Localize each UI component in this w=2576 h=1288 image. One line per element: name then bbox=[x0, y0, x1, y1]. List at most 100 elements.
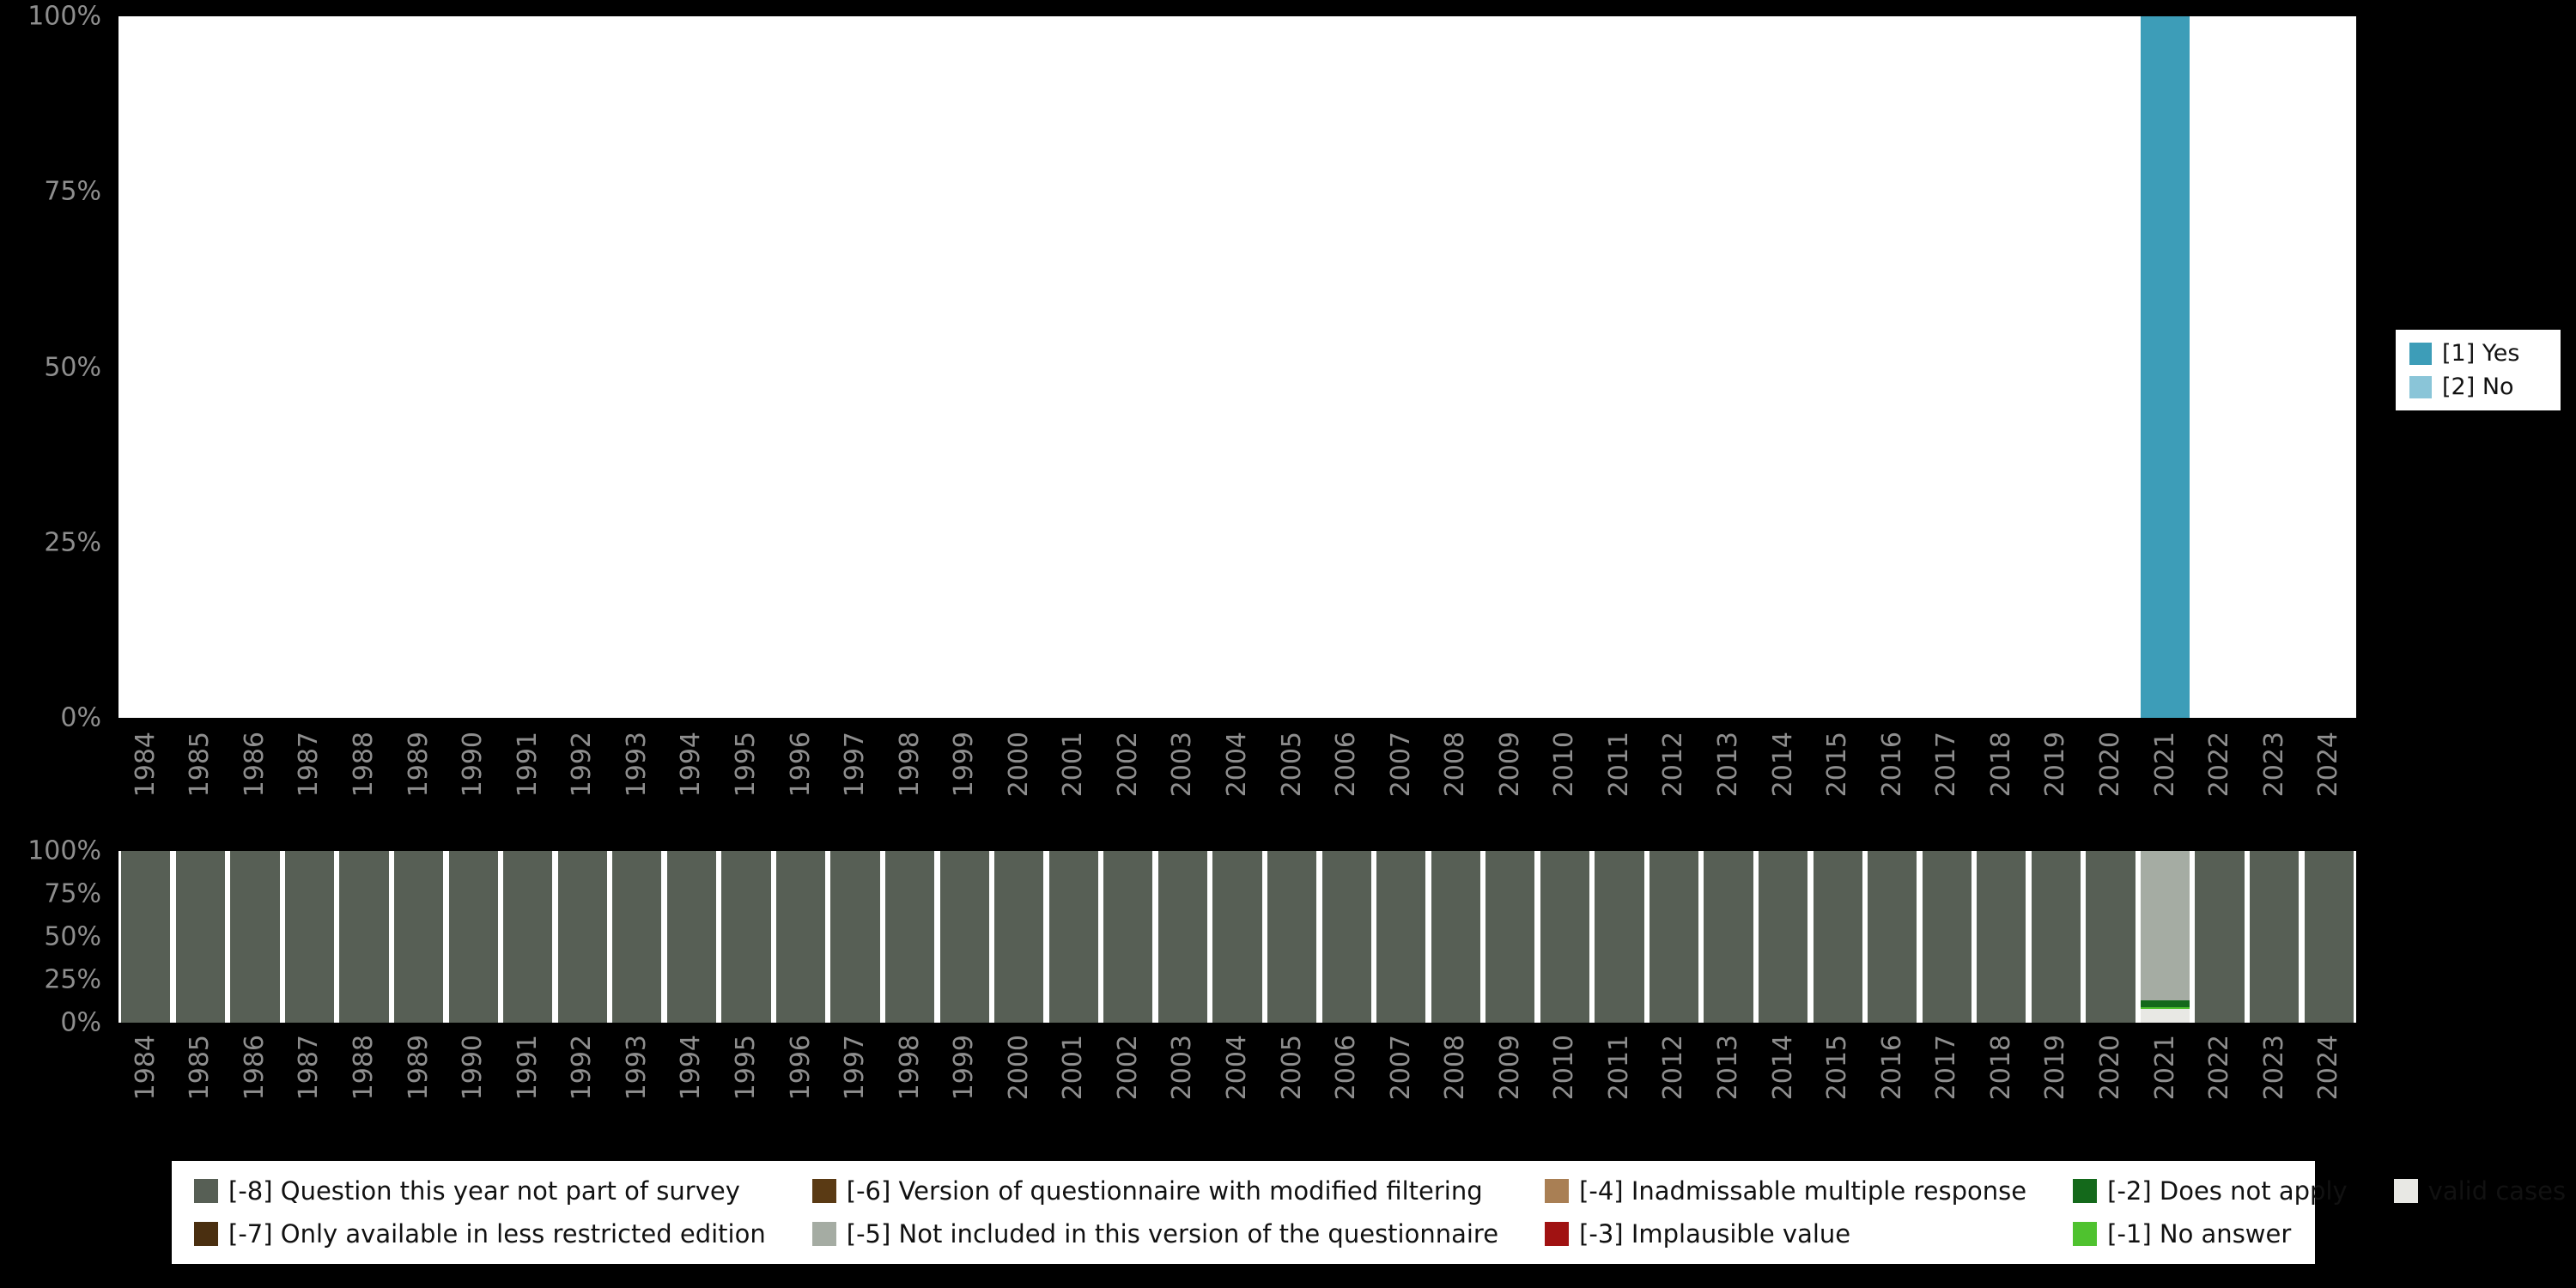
x-tick-label: 1984 bbox=[133, 1035, 159, 1100]
responses-plot-area bbox=[118, 16, 2356, 718]
y-tick-label: 0% bbox=[60, 1008, 101, 1038]
bar-segment-2005[interactable] bbox=[1267, 851, 1316, 1023]
legend-item: [-4] Inadmissable multiple response bbox=[1545, 1176, 2026, 1206]
bar-segment-1994[interactable] bbox=[667, 851, 716, 1023]
bar-segment-2004[interactable] bbox=[1212, 851, 1261, 1023]
bar-segment-2015[interactable] bbox=[1814, 851, 1862, 1023]
legend-item: [-7] Only available in less restricted e… bbox=[194, 1219, 766, 1249]
bar-segment-2016[interactable] bbox=[1868, 851, 1917, 1023]
variable-report-screen: 0%25%50%75%100% 198419851986198719881989… bbox=[0, 0, 2576, 1288]
bar-segment-2017[interactable] bbox=[1923, 851, 1971, 1023]
y-tick-label: 100% bbox=[27, 836, 101, 866]
x-tick-label: 1990 bbox=[460, 1035, 486, 1100]
legend-swatch bbox=[812, 1222, 836, 1246]
bar-segment-1999[interactable] bbox=[940, 851, 989, 1023]
x-tick-label: 1985 bbox=[187, 732, 213, 797]
x-tick-label: 2018 bbox=[1989, 1035, 2014, 1100]
x-tick-label: 2016 bbox=[1880, 1035, 1905, 1100]
y-tick-label: 75% bbox=[44, 879, 101, 909]
legend-swatch bbox=[1545, 1222, 1569, 1246]
bar-segment-2024[interactable] bbox=[2305, 851, 2354, 1023]
y-tick-label: 50% bbox=[44, 352, 101, 382]
bar-segment-2014[interactable] bbox=[1759, 851, 1807, 1023]
bar-segment-2019[interactable] bbox=[2032, 851, 2081, 1023]
legend-item: [-8] Question this year not part of surv… bbox=[194, 1176, 766, 1206]
x-tick-label: 2000 bbox=[1006, 1035, 1032, 1100]
x-tick-label: 2020 bbox=[2098, 732, 2123, 797]
bar-segment-1996[interactable] bbox=[776, 851, 825, 1023]
bar-segment-2022[interactable] bbox=[2195, 851, 2244, 1023]
bar-segment-2002[interactable] bbox=[1103, 851, 1152, 1023]
x-tick-label: 2007 bbox=[1388, 732, 1414, 797]
x-tick-label: 2003 bbox=[1170, 732, 1195, 797]
x-tick-label: 1994 bbox=[678, 732, 704, 797]
bar-segment-1985[interactable] bbox=[176, 851, 225, 1023]
x-tick-label: 2020 bbox=[2098, 1035, 2123, 1100]
bar-segment-2003[interactable] bbox=[1158, 851, 1207, 1023]
x-tick-label: 2001 bbox=[1060, 1035, 1086, 1100]
bar-segment-2013[interactable] bbox=[1704, 851, 1753, 1023]
bar-segment-2021[interactable] bbox=[2141, 1007, 2190, 1009]
x-tick-label: 1991 bbox=[515, 732, 541, 797]
responses-y-axis: 0%25%50%75%100% bbox=[0, 16, 110, 718]
bar-segment-2007[interactable] bbox=[1376, 851, 1425, 1023]
legend-item: [2] No bbox=[2409, 374, 2547, 400]
y-tick-label: 25% bbox=[44, 965, 101, 995]
x-tick-label: 2011 bbox=[1607, 732, 1632, 797]
bar-segment-1998[interactable] bbox=[885, 851, 934, 1023]
x-tick-label: 1990 bbox=[460, 732, 486, 797]
legend-label: [-3] Implausible value bbox=[1579, 1219, 1850, 1249]
x-tick-label: 1988 bbox=[351, 732, 377, 797]
bar-segment-2012[interactable] bbox=[1649, 851, 1698, 1023]
bar-segment-2010[interactable] bbox=[1540, 851, 1589, 1023]
x-tick-label: 1986 bbox=[242, 1035, 268, 1100]
x-tick-label: 1996 bbox=[788, 1035, 814, 1100]
bar-segment-2021[interactable] bbox=[2141, 1000, 2190, 1007]
bar-segment-1989[interactable] bbox=[394, 851, 443, 1023]
x-tick-label: 1997 bbox=[842, 732, 868, 797]
x-tick-label: 2015 bbox=[1825, 1035, 1850, 1100]
bar-segment-2021[interactable] bbox=[2141, 16, 2190, 718]
legend-label: [1] Yes bbox=[2442, 340, 2519, 367]
bar-segment-1990[interactable] bbox=[449, 851, 498, 1023]
x-tick-label: 2009 bbox=[1498, 1035, 1523, 1100]
bar-segment-2008[interactable] bbox=[1431, 851, 1480, 1023]
bar-segment-1993[interactable] bbox=[612, 851, 661, 1023]
bar-segment-2011[interactable] bbox=[1595, 851, 1643, 1023]
bar-segment-2006[interactable] bbox=[1322, 851, 1371, 1023]
bar-segment-1995[interactable] bbox=[721, 851, 770, 1023]
x-tick-label: 1992 bbox=[569, 732, 595, 797]
bar-segment-2000[interactable] bbox=[994, 851, 1043, 1023]
bar-segment-1997[interactable] bbox=[830, 851, 879, 1023]
bar-segment-1984[interactable] bbox=[121, 851, 170, 1023]
y-tick-label: 50% bbox=[44, 922, 101, 952]
bar-segment-1987[interactable] bbox=[285, 851, 334, 1023]
x-tick-label: 1994 bbox=[678, 1035, 704, 1100]
x-tick-label: 2021 bbox=[2153, 732, 2178, 797]
x-tick-label: 1996 bbox=[788, 732, 814, 797]
x-tick-label: 2001 bbox=[1060, 732, 1086, 797]
x-tick-label: 1984 bbox=[133, 732, 159, 797]
legend-item: [1] Yes bbox=[2409, 340, 2547, 367]
x-tick-label: 2006 bbox=[1334, 1035, 1359, 1100]
responses-legend: [1] Yes [2] No bbox=[2396, 330, 2561, 410]
x-tick-label: 2018 bbox=[1989, 732, 2014, 797]
bar-segment-2021[interactable] bbox=[2141, 1009, 2190, 1023]
bar-segment-1986[interactable] bbox=[230, 851, 279, 1023]
y-tick-label: 0% bbox=[60, 703, 101, 733]
bar-segment-2020[interactable] bbox=[2086, 851, 2135, 1023]
x-tick-label: 2013 bbox=[1716, 732, 1741, 797]
x-tick-label: 1989 bbox=[406, 732, 432, 797]
bar-segment-2021[interactable] bbox=[2141, 851, 2190, 1000]
x-tick-label: 2000 bbox=[1006, 732, 1032, 797]
bar-segment-1991[interactable] bbox=[503, 851, 552, 1023]
bar-segment-2001[interactable] bbox=[1049, 851, 1098, 1023]
legend-swatch bbox=[2073, 1179, 2097, 1203]
bar-segment-2018[interactable] bbox=[1977, 851, 2026, 1023]
bar-segment-2009[interactable] bbox=[1485, 851, 1534, 1023]
y-tick-label: 75% bbox=[44, 177, 101, 207]
x-tick-label: 2011 bbox=[1607, 1035, 1632, 1100]
bar-segment-1992[interactable] bbox=[558, 851, 607, 1023]
bar-segment-1988[interactable] bbox=[339, 851, 388, 1023]
bar-segment-2023[interactable] bbox=[2250, 851, 2299, 1023]
